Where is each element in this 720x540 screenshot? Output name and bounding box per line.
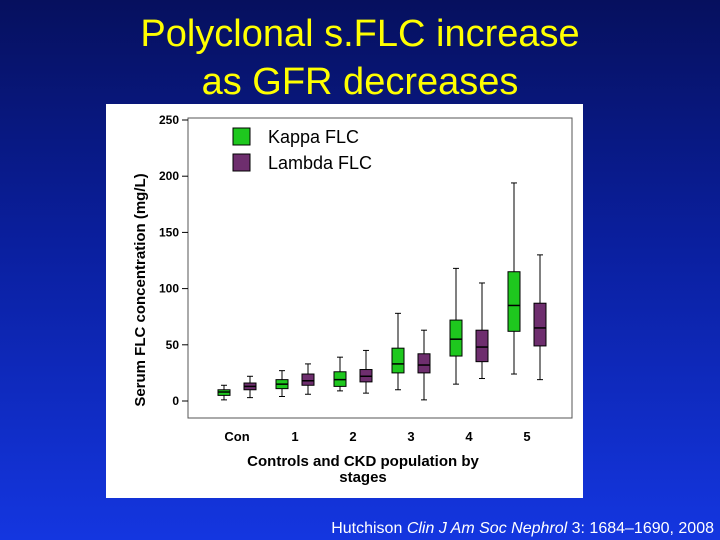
iqr-box <box>417 353 431 374</box>
legend-swatch-kappa <box>232 127 251 146</box>
box-plot-chart: 0 50 100 150 200 250 Con 1 2 3 4 5 Kappa FLC Lambda… <box>132 113 573 486</box>
x-tick-label: 5 <box>523 429 530 444</box>
slide-title-line-1: Polyclonal s.FLC increase <box>140 13 580 55</box>
y-tick-label: 0 <box>172 394 179 408</box>
kappa-flc-box-3 <box>391 312 405 391</box>
iqr-box <box>533 302 547 347</box>
y-tick-label: 150 <box>159 225 179 239</box>
chart-panel: 0 50 100 150 200 250 Con 1 2 3 4 5 Kappa FLC Lambda… <box>106 104 583 498</box>
iqr-box <box>391 347 405 374</box>
legend-label-lambda: Lambda FLC <box>268 153 372 173</box>
y-tick-label: 100 <box>159 282 179 296</box>
lambda-flc-box-3 <box>417 329 431 401</box>
y-tick-label: 200 <box>159 169 179 183</box>
slide-title: Polyclonal s.FLC increase as GFR decreas… <box>0 10 720 106</box>
y-tick-label: 250 <box>159 113 179 127</box>
iqr-box <box>449 319 463 357</box>
x-tick-label: 1 <box>291 429 298 444</box>
legend-label-kappa: Kappa FLC <box>268 127 359 147</box>
lambda-flc-box-0 <box>243 375 257 399</box>
x-axis-label-line-1: Controls and CKD population by <box>247 453 479 470</box>
lambda-flc-box-4 <box>475 282 489 380</box>
y-axis-label: Serum FLC concentration (mg/L) <box>132 173 149 406</box>
x-tick-label: 2 <box>349 429 356 444</box>
kappa-flc-box-1 <box>275 370 289 398</box>
x-tick-label: 3 <box>407 429 414 444</box>
kappa-flc-box-0 <box>217 384 231 401</box>
kappa-flc-box-4 <box>449 267 463 385</box>
kappa-flc-box-5 <box>507 182 521 375</box>
citation: Hutchison Clin J Am Soc Nephrol 3: 1684–… <box>331 520 714 538</box>
y-tick-label: 50 <box>166 338 180 352</box>
citation-journal: Clin J Am Soc Nephrol <box>406 520 568 537</box>
kappa-flc-box-2 <box>333 356 347 392</box>
citation-pages-year: 1684–1690, 2008 <box>589 520 714 537</box>
lambda-flc-box-1 <box>301 363 315 395</box>
x-axis-label-line-2: stages <box>339 469 387 486</box>
lambda-flc-box-2 <box>359 349 373 394</box>
citation-volume: 3: <box>571 520 585 537</box>
legend-swatch-lambda <box>232 153 251 172</box>
x-tick-label: 4 <box>465 429 473 444</box>
iqr-box <box>301 373 315 386</box>
citation-author: Hutchison <box>331 520 403 537</box>
iqr-box <box>507 271 521 332</box>
iqr-box <box>475 329 489 363</box>
lambda-flc-box-5 <box>533 254 547 381</box>
x-tick-label: Con <box>224 429 249 444</box>
slide-title-line-2: as GFR decreases <box>201 61 519 103</box>
plot-frame <box>187 117 573 419</box>
